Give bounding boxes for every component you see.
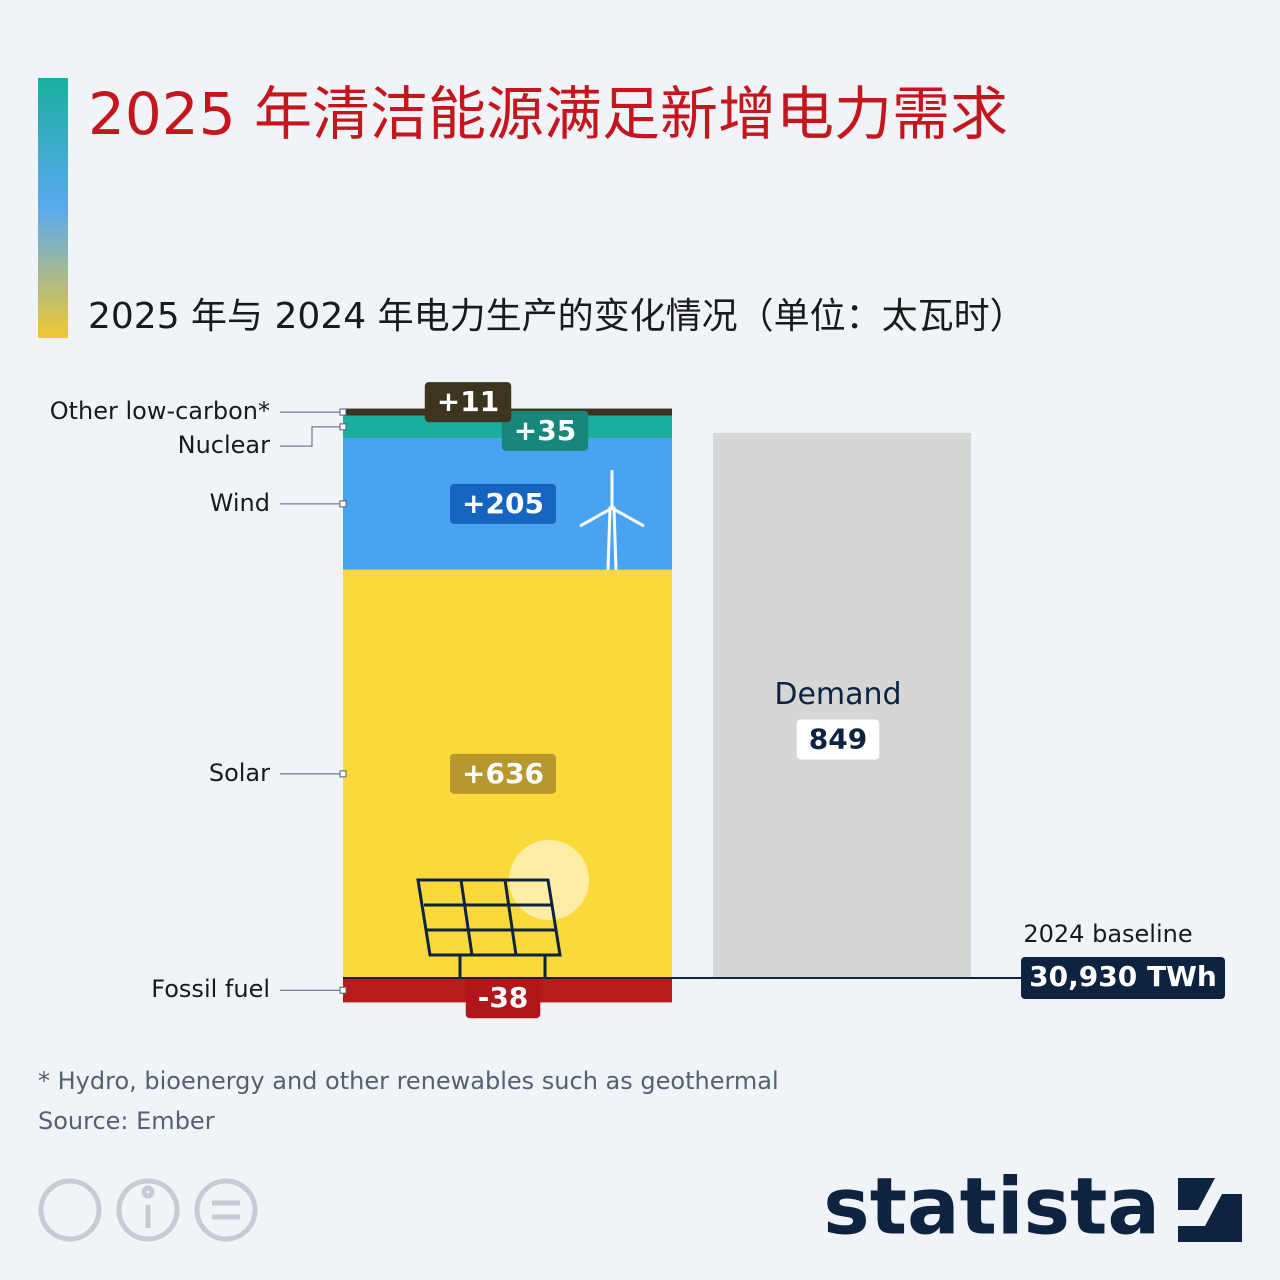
- series-label: Wind: [210, 489, 270, 517]
- baseline-box: [1021, 957, 1225, 999]
- value-label: -38: [478, 981, 529, 1014]
- value-label: 849: [809, 722, 867, 755]
- value-label-box: [465, 978, 541, 1019]
- license-icons: [38, 1178, 258, 1242]
- value-label-box: [424, 382, 512, 423]
- leader-line: [280, 426, 343, 447]
- series-label: Solar: [209, 759, 270, 787]
- value-label: +11: [437, 385, 499, 418]
- value-label: +636: [462, 757, 544, 790]
- footnote: * Hydro, bioenergy and other renewables …: [38, 1067, 779, 1095]
- title: 2025 年清洁能源满足新增电力需求: [88, 80, 1008, 148]
- leader-dot: [339, 423, 347, 431]
- value-label-box: [501, 410, 589, 451]
- leader-dot: [339, 408, 347, 416]
- subtitle: 2025 年与 2024 年电力生产的变化情况（单位：太瓦时）: [88, 296, 1026, 337]
- series-label: Nuclear: [178, 431, 271, 459]
- wind-turbine: [579, 470, 645, 570]
- value-label-box: [450, 483, 556, 524]
- leader-dot: [339, 770, 347, 778]
- leader-dot: [339, 986, 347, 994]
- icons: [416, 470, 645, 978]
- value-label-box: [450, 753, 556, 794]
- leader-dot: [339, 500, 347, 508]
- title-accent: [38, 78, 68, 338]
- series-label: Other low-carbon*: [50, 397, 270, 425]
- demand-label: Demand: [774, 677, 901, 712]
- value-label: +35: [514, 414, 576, 447]
- baseline-value: 30,930 TWh: [1029, 960, 1217, 993]
- brand: statista: [823, 1162, 1160, 1252]
- brand-icon: [1178, 1178, 1242, 1242]
- baseline-label: 2024 baseline: [1023, 920, 1192, 948]
- source: Source: Ember: [38, 1107, 215, 1135]
- demand-bar: [713, 432, 971, 978]
- solar-panel: [416, 878, 562, 978]
- value-label: +205: [462, 487, 544, 520]
- value-label-box: [796, 719, 880, 760]
- series-label: Fossil fuel: [151, 975, 270, 1003]
